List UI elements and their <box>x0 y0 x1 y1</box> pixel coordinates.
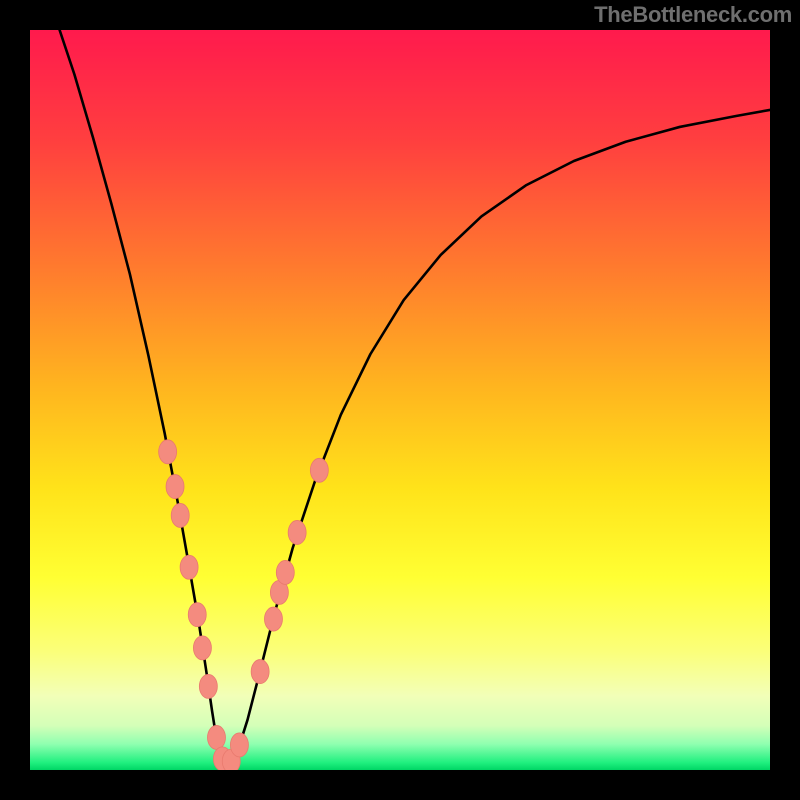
data-marker <box>207 725 225 749</box>
data-marker <box>251 660 269 684</box>
gradient-background <box>30 30 770 770</box>
data-marker <box>188 603 206 627</box>
data-marker <box>193 636 211 660</box>
data-marker <box>159 440 177 464</box>
watermark-text: TheBottleneck.com <box>594 2 792 28</box>
plot-svg <box>30 30 770 770</box>
data-marker <box>310 458 328 482</box>
data-marker <box>199 674 217 698</box>
data-marker <box>288 520 306 544</box>
plot-area <box>30 30 770 770</box>
data-marker <box>171 503 189 527</box>
data-marker <box>276 560 294 584</box>
data-marker <box>230 733 248 757</box>
data-marker <box>264 607 282 631</box>
data-marker <box>166 475 184 499</box>
chart-frame: TheBottleneck.com <box>0 0 800 800</box>
data-marker <box>180 555 198 579</box>
